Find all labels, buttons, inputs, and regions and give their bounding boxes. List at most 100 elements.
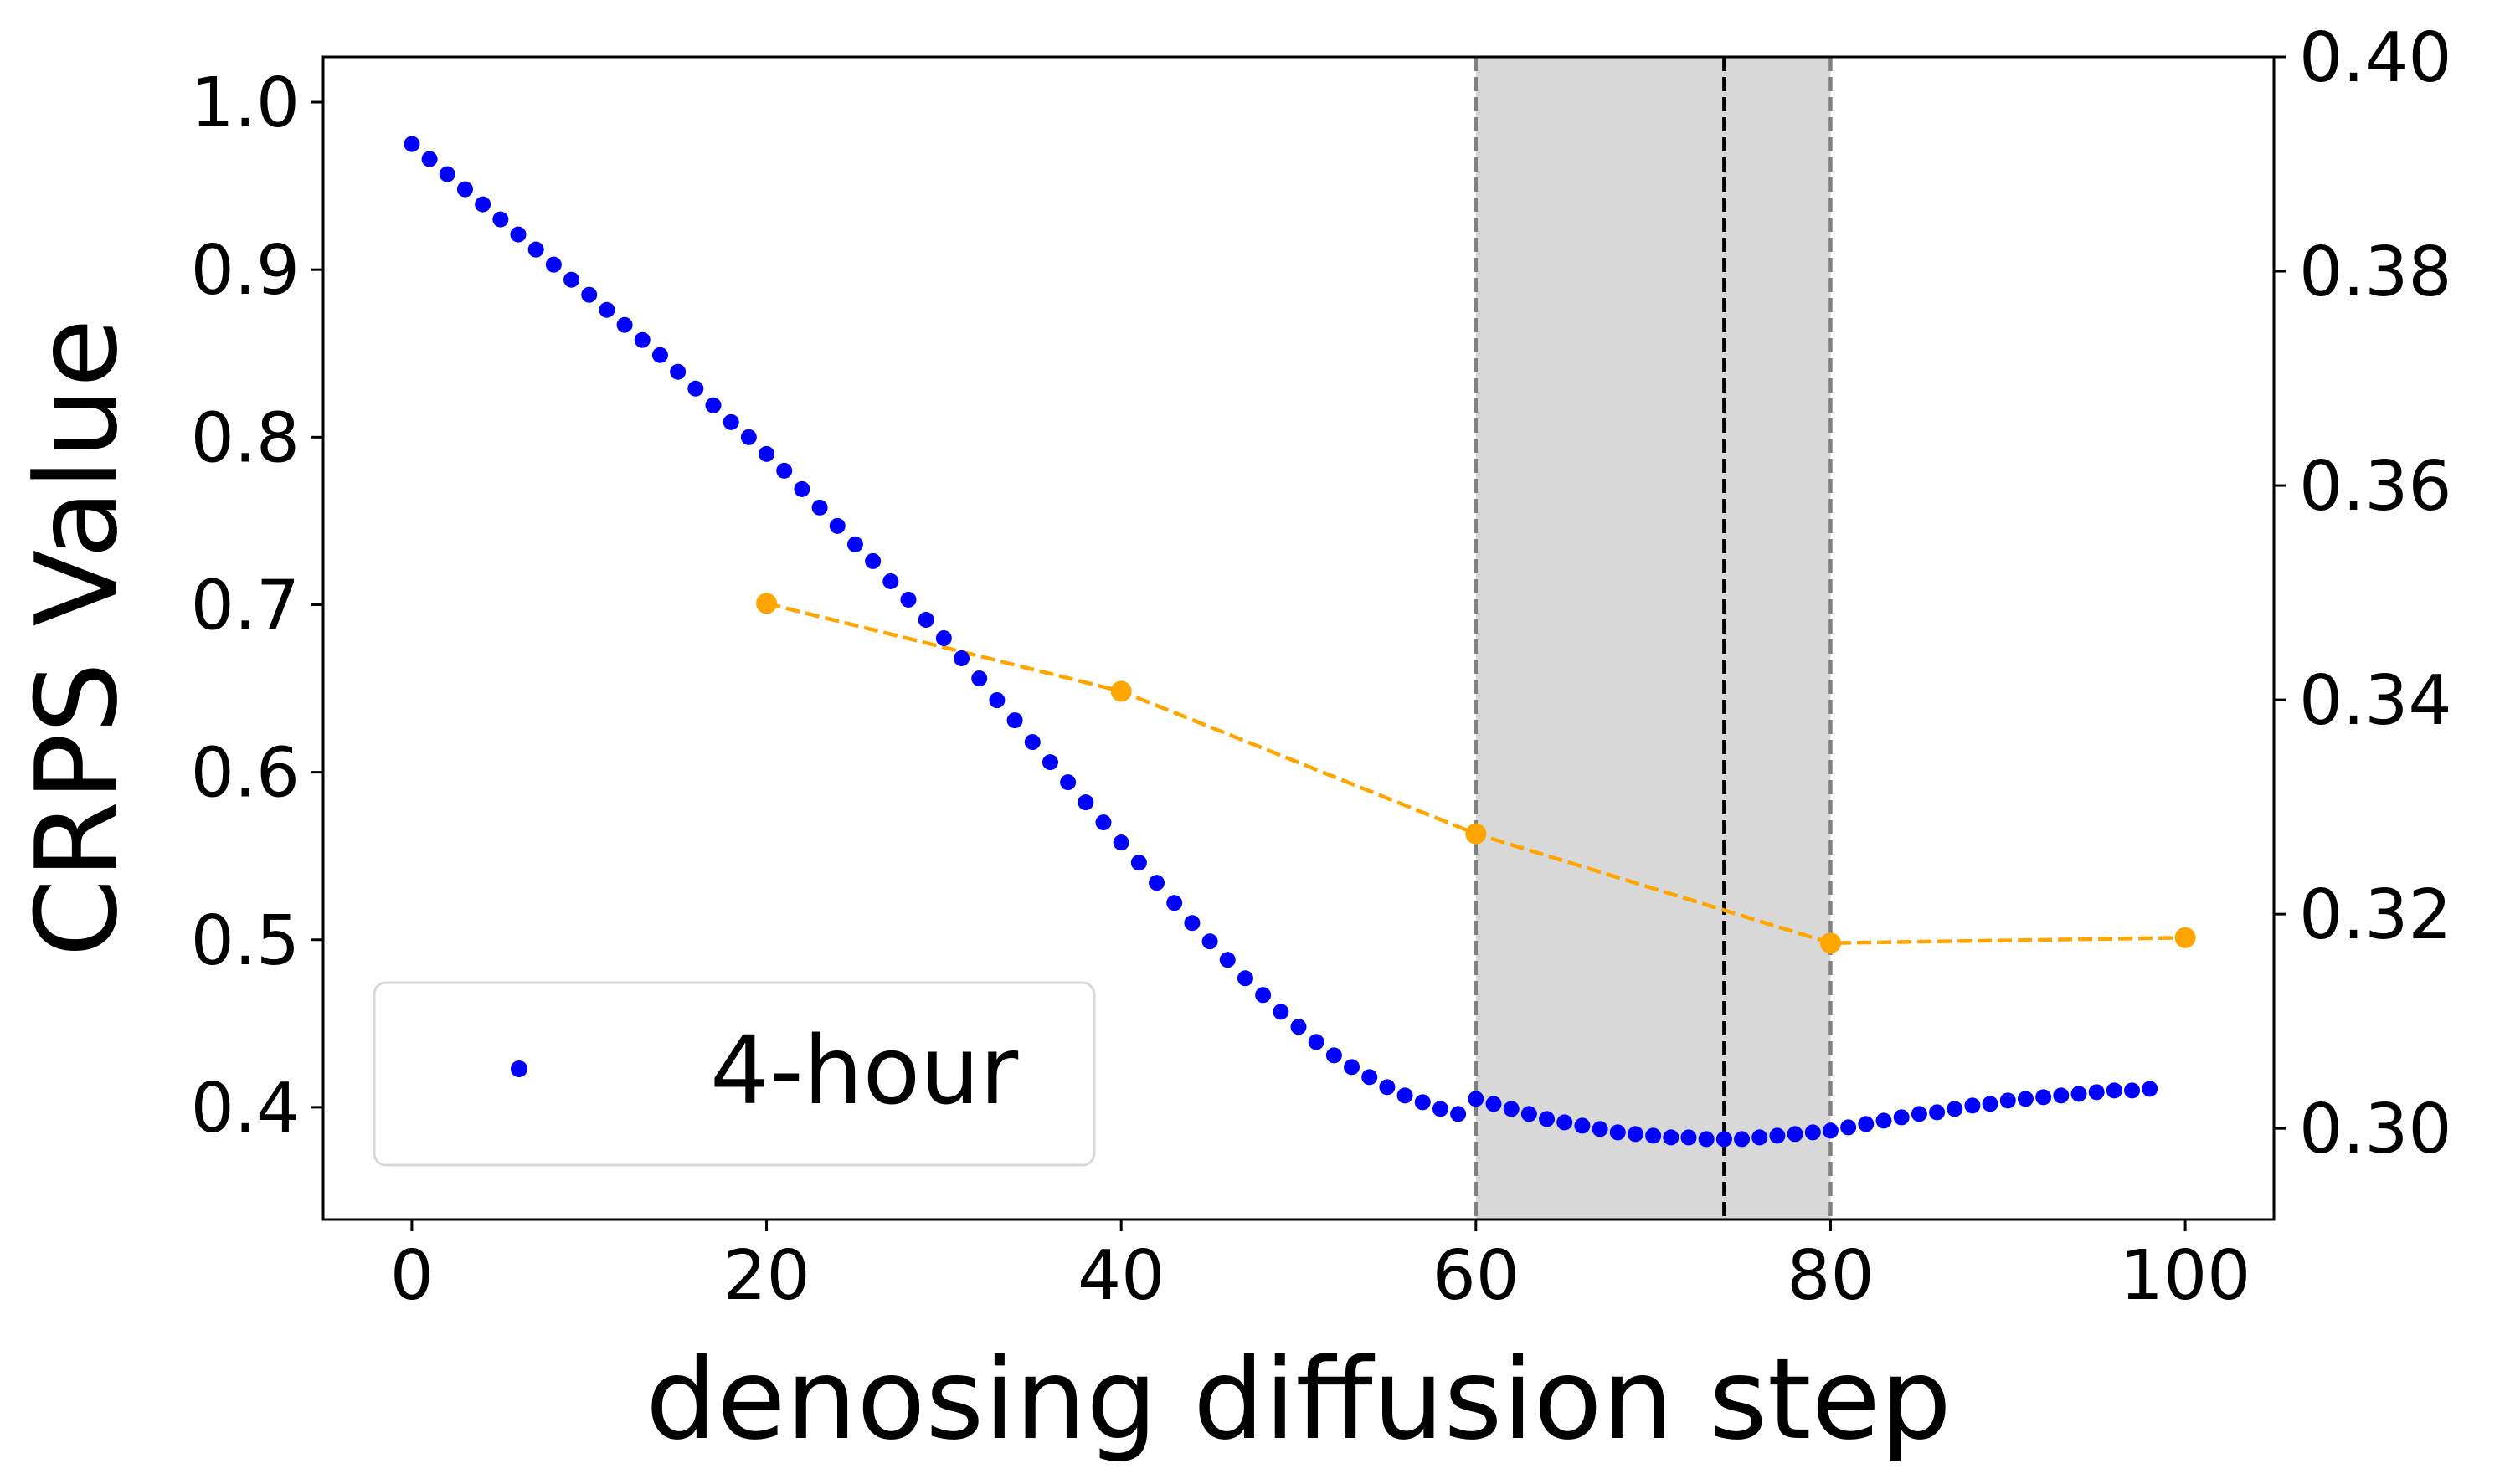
plot-frame (321, 55, 2276, 1221)
x-tick-label: 80 (1787, 1236, 1874, 1316)
series-4-hour-point (971, 670, 988, 687)
series-4-hour-point (651, 347, 668, 363)
series-4-hour-point (1361, 1069, 1378, 1086)
series-4-hour-point (421, 151, 438, 167)
x-tick-label: 40 (1078, 1236, 1165, 1316)
series-4-hour-point (1237, 970, 1253, 987)
series-4-hour-point (1875, 1112, 1892, 1129)
series-4-hour-point (1734, 1131, 1751, 1148)
y-tick-label: 1.0 (191, 64, 300, 143)
series-4-hour-point (723, 413, 739, 430)
series-4-hour-point (1698, 1131, 1715, 1148)
legend-marker-4-hour (511, 1060, 527, 1077)
y-right-tick-label: 0.30 (2299, 1090, 2452, 1169)
y-axis-title: CRPS Value (12, 318, 142, 957)
series-4-hour-point (1450, 1106, 1467, 1122)
series-4-hour-point (1858, 1116, 1875, 1132)
series-4-hour-point (759, 445, 775, 462)
y-right-tick-label: 0.34 (2299, 661, 2452, 741)
series-4-hour-point (1344, 1059, 1360, 1076)
series-4-hour-point (1201, 933, 1218, 950)
series-4-hour-point (1024, 734, 1041, 751)
series-4-hour-point (510, 226, 527, 243)
legend-box (373, 981, 1096, 1167)
series-4-hour-point (776, 462, 793, 479)
series-4-hour-point (2106, 1082, 2122, 1099)
y-tick-label: 0.6 (191, 734, 300, 814)
series-4-hour-point (1947, 1101, 1963, 1117)
series-4-hour-point (1982, 1096, 1998, 1112)
y-right-tick-label: 0.38 (2299, 233, 2452, 312)
series-right-point-60 (1465, 823, 1487, 845)
series-4-hour-point (1273, 1004, 1289, 1020)
series-4-hour-point (2070, 1086, 2087, 1102)
series-4-hour-point (1964, 1097, 1981, 1114)
series-4-hour-point (1787, 1126, 1803, 1143)
series-4-hour-point (2088, 1084, 2105, 1101)
series-4-hour-point (581, 286, 598, 303)
series-4-hour-point (545, 256, 562, 273)
series-4-hour-point (475, 196, 491, 213)
series-4-hour-point (1130, 855, 1147, 871)
series-4-hour-point (1822, 1122, 1839, 1139)
series-4-hour-point (599, 301, 615, 318)
series-4-hour-point (2124, 1082, 2141, 1099)
series-4-hour-point (846, 536, 863, 552)
y-tick-label: 0.4 (191, 1069, 300, 1148)
series-4-hour-point (1468, 1091, 1484, 1107)
series-4-hour-point (1184, 915, 1201, 932)
series-4-hour-point (829, 517, 846, 534)
series-4-hour-point (1006, 712, 1023, 729)
series-4-hour-point (1255, 987, 1272, 1004)
y-tick-label: 0.7 (191, 566, 300, 645)
series-4-hour-point (954, 650, 970, 667)
series-4-hour-point (1485, 1096, 1502, 1112)
series-4-hour-point (1911, 1106, 1927, 1122)
series-4-hour-point (1396, 1087, 1413, 1104)
shaded-region (1475, 57, 1831, 1220)
series-4-hour-point (882, 573, 899, 589)
series-4-hour-point (1078, 794, 1094, 811)
series-4-hour-point (1219, 952, 1236, 968)
x-axis-title: denosing diffusion step (646, 1334, 1952, 1465)
series-4-hour-point (404, 136, 420, 152)
series-4-hour-point (1060, 774, 1077, 791)
x-tick-label: 100 (2120, 1236, 2251, 1316)
series-4-hour-point (1609, 1124, 1626, 1141)
series-4-hour-point (1432, 1101, 1448, 1117)
series-4-hour-point (2017, 1091, 2034, 1107)
series-right-point-20 (756, 593, 778, 614)
x-tick-label: 0 (390, 1236, 434, 1316)
series-4-hour-point (794, 480, 810, 497)
series-4-hour-point (1095, 814, 1112, 831)
series-4-hour-point (1769, 1127, 1786, 1144)
series-right-point-40 (1110, 680, 1132, 702)
series-4-hour-point (1751, 1129, 1768, 1146)
series-4-hour-point (2053, 1087, 2070, 1104)
series-4-hour-point (563, 271, 580, 288)
y-right-tick-label: 0.32 (2299, 876, 2452, 955)
series-4-hour-point (1645, 1127, 1662, 1144)
series-4-hour-point (811, 499, 828, 516)
x-tick-label: 60 (1432, 1236, 1520, 1316)
x-tick-label: 20 (723, 1236, 810, 1316)
series-4-hour-point (1556, 1114, 1573, 1131)
y-tick-label: 0.9 (191, 231, 300, 311)
series-4-hour-point (1325, 1047, 1342, 1064)
series-4-hour-point (1539, 1111, 1556, 1127)
series-4-hour-point (456, 181, 473, 198)
series-4-hour-point (935, 630, 952, 646)
legend: 4-hour (373, 981, 1096, 1167)
series-4-hour-point (1804, 1124, 1821, 1141)
series-4-hour-point (1715, 1131, 1732, 1148)
series-right-point-80 (1819, 932, 1841, 954)
series-4-hour-point (1592, 1121, 1608, 1137)
series-4-hour-point (492, 211, 509, 228)
series-4-hour-point (527, 241, 544, 258)
series-4-hour-point (918, 611, 934, 628)
series-4-hour-point (1379, 1079, 1396, 1096)
series-4-hour-point (1893, 1109, 1910, 1126)
series-4-hour-point (1520, 1106, 1537, 1122)
series-4-hour-point (1414, 1094, 1431, 1111)
